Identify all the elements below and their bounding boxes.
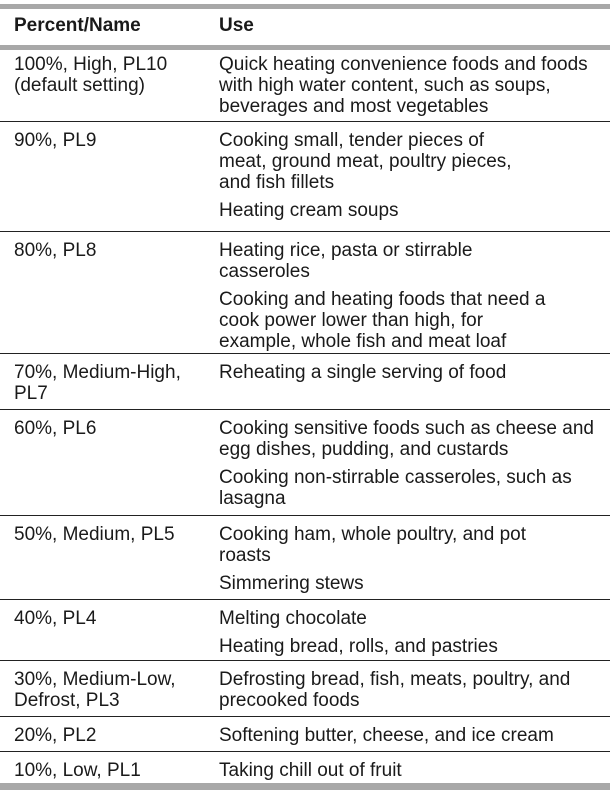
power-level-name: 40%, PL4 [14,608,97,629]
power-level-name: 70%, Medium-High, PL7 [14,362,181,404]
power-level-name: 90%, PL9 [14,130,97,151]
table-row: 30%, Medium-Low, Defrost, PL3 Defrosting … [0,661,610,717]
uses-cell: Softening butter, cheese, and ice cream [219,725,604,753]
power-level-name: 60%, PL6 [14,418,97,439]
use-item: Heating bread, rolls, and pastries [219,636,498,657]
power-level-name: 10%, Low, PL1 [14,760,141,781]
uses-cell: Reheating a single serving of food [219,362,604,390]
uses-cell: Quick heating convenience foods and food… [219,54,604,124]
uses-cell: Taking chill out of fruit [219,760,604,788]
table-row: 70%, Medium-High, PL7 Reheating a single … [0,354,610,410]
use-item: Softening butter, cheese, and ice cream [219,725,554,746]
table-row: 100%, High, PL10 (default setting) Quick … [0,50,610,122]
use-item: Cooking ham, whole poultry, and pot roas… [219,524,526,566]
table-row: 20%, PL2 Softening butter, cheese, and ic… [0,717,610,752]
use-item: Reheating a single serving of food [219,362,507,383]
use-item: Heating rice, pasta or stirrable cassero… [219,240,473,282]
power-level-name: 100%, High, PL10 (default setting) [14,54,168,96]
header-rule [0,45,610,50]
use-item: Defrosting bread, fish, meats, poultry, … [219,669,571,711]
header-percent-name: Percent/Name [14,15,141,36]
table-row: 10%, Low, PL1 Taking chill out of fruit [0,752,610,783]
use-item: Cooking small, tender pieces of meat, gr… [219,130,512,193]
uses-cell: Cooking sensitive foods such as cheese a… [219,418,594,516]
power-level-name: 80%, PL8 [14,240,97,261]
use-item: Quick heating convenience foods and food… [219,54,588,117]
uses-cell: Defrosting bread, fish, meats, poultry, … [219,669,579,718]
table-row: 40%, PL4 Melting chocolate Heating bread, … [0,600,610,661]
use-item: Taking chill out of fruit [219,760,402,781]
table-top-rule [0,4,610,9]
uses-cell: Cooking ham, whole poultry, and pot roas… [219,524,529,601]
uses-cell: Melting chocolate Heating bread, rolls, a… [219,608,604,664]
uses-cell: Cooking small, tender pieces of meat, gr… [219,130,529,228]
power-level-table: 100%, High, PL10 (default setting) Quick … [0,50,610,783]
use-item: Melting chocolate [219,608,367,629]
use-item: Cooking non-stirrable casseroles, such a… [219,467,572,509]
table-header: Percent/Name Use [0,9,610,45]
use-item: Cooking and heating foods that need a co… [219,289,546,352]
table-row: 90%, PL9 Cooking small, tender pieces of … [0,122,610,232]
table-row: 60%, PL6 Cooking sensitive foods such as … [0,410,610,516]
use-item: Cooking sensitive foods such as cheese a… [219,418,594,460]
table-bottom-rule [0,783,610,790]
power-level-name: 20%, PL2 [14,725,97,746]
table-row: 80%, PL8 Heating rice, pasta or stirrable… [0,232,610,354]
uses-cell: Heating rice, pasta or stirrable cassero… [219,240,564,359]
header-use: Use [219,15,254,36]
use-item: Heating cream soups [219,200,399,221]
table-row: 50%, Medium, PL5 Cooking ham, whole poult… [0,516,610,600]
use-item: Simmering stews [219,573,364,594]
power-level-name: 30%, Medium-Low, Defrost, PL3 [14,669,176,711]
power-level-name: 50%, Medium, PL5 [14,524,175,545]
